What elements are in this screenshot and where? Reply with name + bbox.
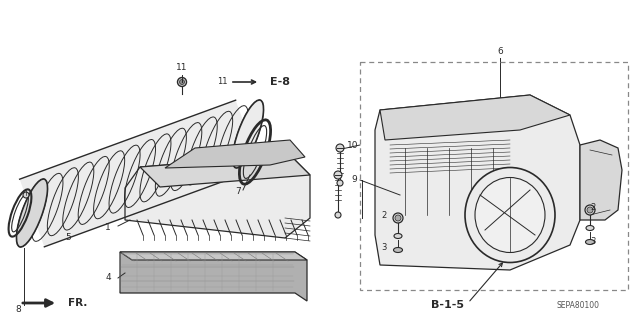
Ellipse shape (394, 234, 402, 239)
Ellipse shape (393, 213, 403, 223)
Text: B-1-5: B-1-5 (431, 300, 465, 310)
Text: 3: 3 (590, 238, 595, 247)
Text: 2: 2 (381, 211, 387, 219)
Ellipse shape (586, 226, 594, 231)
Ellipse shape (179, 79, 184, 85)
Ellipse shape (334, 171, 342, 179)
Text: 11: 11 (176, 63, 188, 71)
Polygon shape (375, 95, 580, 270)
Polygon shape (140, 155, 310, 187)
Polygon shape (380, 95, 570, 140)
Polygon shape (20, 100, 260, 247)
Polygon shape (580, 140, 622, 220)
Polygon shape (165, 140, 305, 168)
Text: 1: 1 (105, 224, 111, 233)
Ellipse shape (17, 179, 47, 247)
Ellipse shape (465, 167, 555, 263)
Ellipse shape (394, 248, 403, 253)
Text: 4: 4 (105, 273, 111, 283)
Text: SEPA80100: SEPA80100 (557, 300, 600, 309)
Text: 3: 3 (381, 243, 387, 253)
Ellipse shape (177, 78, 186, 86)
Text: 9: 9 (351, 175, 357, 184)
Polygon shape (120, 252, 307, 260)
Ellipse shape (586, 240, 595, 244)
Text: FR.: FR. (68, 298, 88, 308)
Text: 10: 10 (346, 140, 358, 150)
Text: 7: 7 (235, 188, 241, 197)
Text: 11: 11 (217, 78, 227, 86)
Ellipse shape (23, 192, 29, 198)
Ellipse shape (585, 205, 595, 215)
Text: E-8: E-8 (270, 77, 290, 87)
Ellipse shape (587, 207, 593, 213)
Ellipse shape (475, 177, 545, 253)
Ellipse shape (335, 212, 341, 218)
Polygon shape (125, 155, 310, 238)
Text: 8: 8 (15, 306, 21, 315)
Ellipse shape (395, 215, 401, 221)
Ellipse shape (232, 100, 264, 168)
Polygon shape (120, 252, 307, 301)
Ellipse shape (337, 180, 343, 186)
Text: 6: 6 (497, 48, 503, 56)
Bar (360, 62, 628, 290)
Text: 5: 5 (65, 234, 71, 242)
Text: 2: 2 (590, 203, 595, 211)
Ellipse shape (336, 144, 344, 152)
